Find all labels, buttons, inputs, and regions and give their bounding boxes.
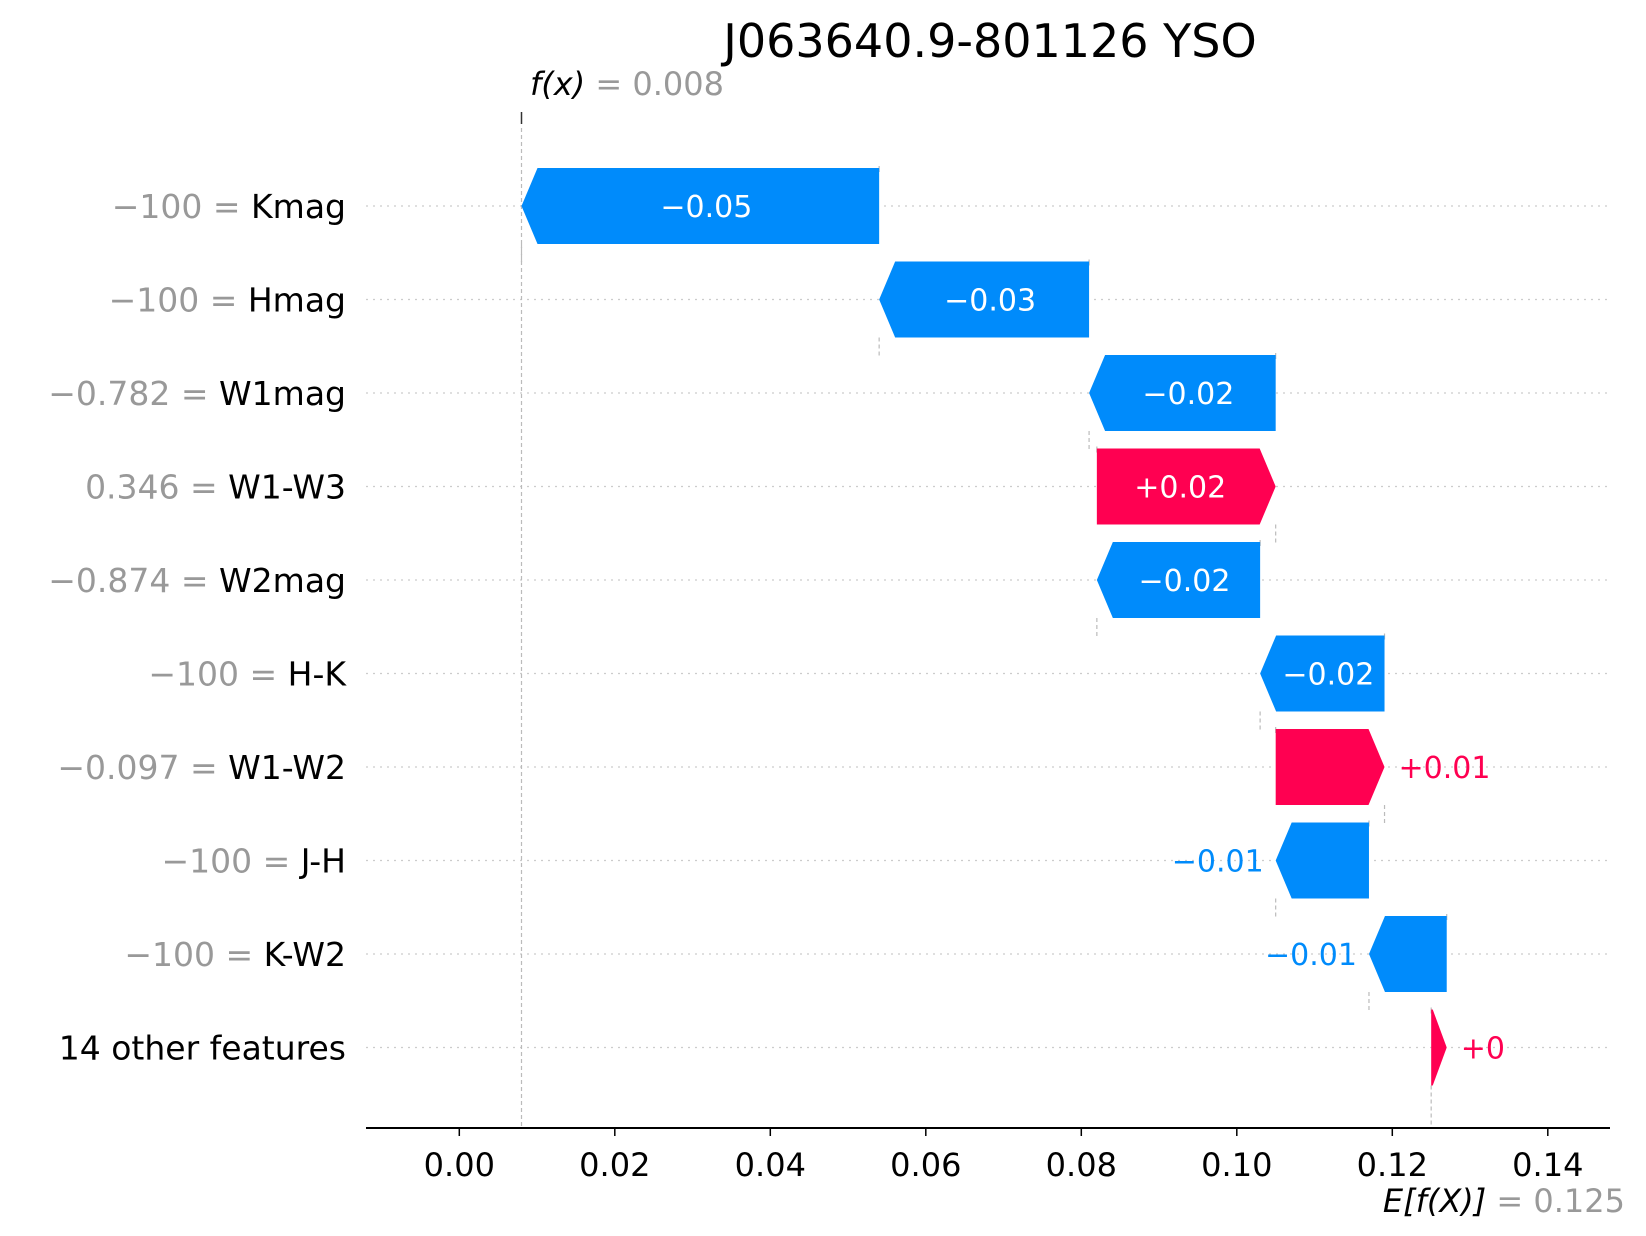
feature-label: −0.874 = W2mag bbox=[48, 561, 346, 600]
feature-name: W2mag bbox=[219, 561, 346, 600]
feature-value: −100 = bbox=[109, 281, 248, 320]
positive-contribution-bar bbox=[1096, 448, 1276, 525]
feature-name: W1-W3 bbox=[228, 468, 346, 507]
contribution-label: −0.01 bbox=[1172, 845, 1264, 880]
feature-value: −100 = bbox=[148, 655, 287, 694]
feature-value: 0.346 = bbox=[85, 468, 228, 507]
contribution-label: +0.01 bbox=[1399, 751, 1491, 786]
x-axis: 0.00 0.02 0.04 0.06 0.08 0.10 0.12 0.14 bbox=[366, 1127, 1610, 1184]
fx-annotation: f(x) = 0.008 bbox=[530, 65, 724, 103]
fx-value: 0.008 bbox=[632, 65, 724, 103]
feature-name: Hmag bbox=[248, 281, 346, 320]
feature-label: 0.346 = W1-W3 bbox=[85, 468, 346, 507]
fx-label: f(x) bbox=[530, 65, 585, 103]
contribution-label: −0.02 bbox=[1139, 564, 1231, 599]
feature-value: −100 = bbox=[112, 187, 251, 226]
expected-label: E[f(X)] bbox=[1383, 1182, 1486, 1220]
feature-name: J-H bbox=[299, 842, 346, 881]
feature-label: −100 = Hmag bbox=[109, 281, 346, 320]
contribution-label: −0.05 bbox=[660, 190, 752, 225]
bar-layer bbox=[521, 168, 1447, 1086]
positive-contribution-bar bbox=[1275, 729, 1385, 805]
feature-value: −0.782 = bbox=[48, 374, 219, 413]
negative-contribution-bar bbox=[1368, 916, 1447, 992]
feature-name: H-K bbox=[288, 655, 348, 694]
negative-contribution-bar bbox=[1260, 635, 1385, 712]
negative-contribution-bar bbox=[1275, 822, 1369, 899]
grid-layer bbox=[366, 205, 1610, 1049]
feature-name: W1-W2 bbox=[228, 748, 346, 787]
feature-label: −100 = Kmag bbox=[112, 187, 346, 226]
feature-label: −100 = J-H bbox=[161, 842, 346, 881]
negative-contribution-bar bbox=[879, 261, 1090, 338]
feature-name: K-W2 bbox=[264, 935, 346, 974]
fx-equals: = bbox=[595, 65, 632, 103]
x-tick-label: 0.08 bbox=[1046, 1146, 1117, 1184]
feature-value: −0.874 = bbox=[48, 561, 219, 600]
negative-contribution-bar bbox=[1089, 355, 1276, 431]
feature-label: −100 = H-K bbox=[148, 655, 347, 694]
contribution-label: +0.02 bbox=[1134, 471, 1226, 506]
feature-name: 14 other features bbox=[59, 1029, 346, 1068]
contribution-label: −0.03 bbox=[944, 284, 1036, 319]
feature-label: −0.097 = W1-W2 bbox=[57, 748, 346, 787]
feature-label: −100 = K-W2 bbox=[124, 935, 346, 974]
feature-name: Kmag bbox=[251, 187, 346, 226]
feature-value: −100 = bbox=[124, 935, 263, 974]
negative-contribution-bar bbox=[521, 168, 880, 244]
x-tick-label: 0.06 bbox=[890, 1146, 961, 1184]
x-tick-label: 0.14 bbox=[1512, 1146, 1583, 1184]
x-tick-label: 0.00 bbox=[424, 1146, 495, 1184]
label-layer: −0.05 −100 = Kmag −0.03 −100 = Hmag −0.02 −0.… bbox=[48, 187, 1505, 1068]
positive-contribution-bar bbox=[1431, 1009, 1447, 1086]
expected-equals: = bbox=[1496, 1182, 1533, 1220]
expected-value-annotation: E[f(X)] = 0.125 bbox=[1383, 1182, 1625, 1220]
feature-label: −0.782 = W1mag bbox=[48, 374, 346, 413]
x-tick-label: 0.04 bbox=[735, 1146, 806, 1184]
feature-label: 14 other features bbox=[59, 1029, 346, 1068]
expected-value: 0.125 bbox=[1533, 1182, 1625, 1220]
x-tick-label: 0.10 bbox=[1201, 1146, 1272, 1184]
x-tick-label: 0.02 bbox=[579, 1146, 650, 1184]
contribution-label: −0.01 bbox=[1265, 938, 1357, 973]
x-tick-label: 0.12 bbox=[1357, 1146, 1428, 1184]
contribution-label: +0 bbox=[1461, 1032, 1505, 1067]
feature-value: −0.097 = bbox=[57, 748, 228, 787]
negative-contribution-bar bbox=[1096, 542, 1261, 618]
feature-value: −100 = bbox=[161, 842, 300, 881]
chart-title: J063640.9-801126 YSO bbox=[720, 14, 1256, 68]
feature-name: W1mag bbox=[219, 374, 346, 413]
contribution-label: −0.02 bbox=[1282, 658, 1374, 693]
contribution-label: −0.02 bbox=[1142, 377, 1234, 412]
